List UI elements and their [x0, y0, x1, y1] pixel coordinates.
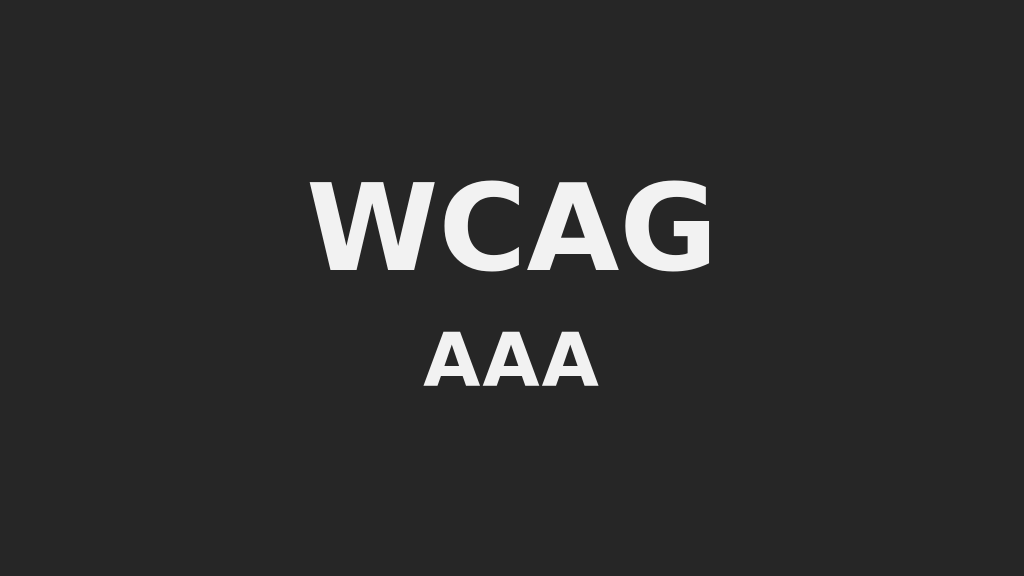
title-text: WCAG — [306, 160, 718, 299]
subtitle-text: AAA — [423, 318, 601, 404]
